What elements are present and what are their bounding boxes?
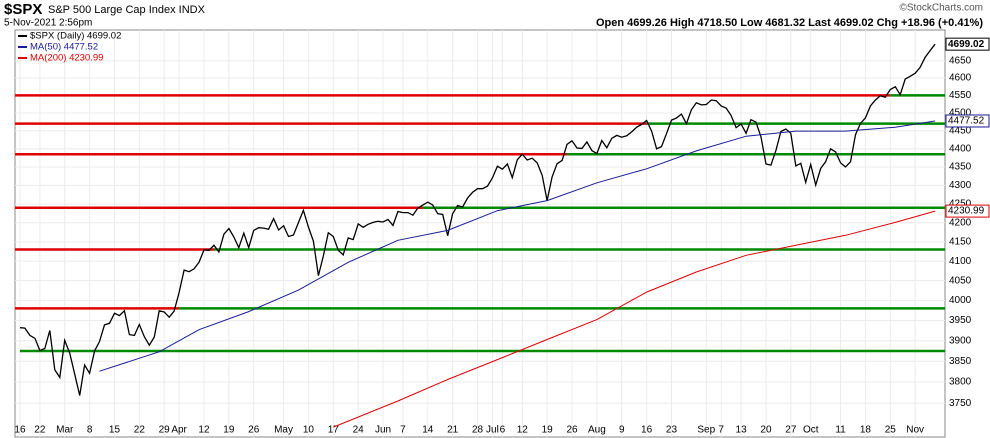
x-tick-label: 25 xyxy=(885,425,897,436)
y-tick-label: 4550 xyxy=(949,90,972,101)
x-tick-label: 11 xyxy=(835,425,846,436)
y-tick-label: 4000 xyxy=(949,295,972,306)
x-tick-label: 23 xyxy=(666,425,678,436)
x-tick-label: 16 xyxy=(14,425,26,436)
x-tick-label: 14 xyxy=(422,425,434,436)
x-tick-label: 17 xyxy=(328,425,340,436)
y-tick-label: 4650 xyxy=(949,55,972,66)
x-tick-label: 29 xyxy=(159,425,171,436)
x-tick-label: 26 xyxy=(248,425,260,436)
moving-average xyxy=(99,120,936,372)
x-tick-label: 24 xyxy=(353,425,365,436)
x-tick-label: 22 xyxy=(34,425,46,436)
quote: Open 4699.26 High 4718.50 Low 4681.32 La… xyxy=(596,17,983,29)
price-line xyxy=(19,43,936,396)
x-tick-label: Apr xyxy=(171,425,187,436)
x-tick-label: 27 xyxy=(785,425,797,436)
x-tick-label: 20 xyxy=(760,425,772,436)
x-tick-label: 10 xyxy=(303,425,315,436)
x-tick-label: 12 xyxy=(517,425,529,436)
y-tick-label: 4200 xyxy=(949,217,972,228)
y-tick-label: 3750 xyxy=(949,398,972,409)
y-tick-label: 4300 xyxy=(949,180,972,191)
y-tick-label: 4600 xyxy=(949,73,972,84)
x-tick-label: 21 xyxy=(447,425,459,436)
x-tick-label: Mar xyxy=(56,425,74,436)
credit: ©StockCharts.com xyxy=(899,3,983,14)
moving-average xyxy=(333,210,936,428)
legend-label: MA(50) 4477.52 xyxy=(30,42,98,53)
y-tick-label: 4150 xyxy=(949,236,972,247)
x-tick-label: Sep xyxy=(697,425,715,436)
legend-label: MA(200) 4230.99 xyxy=(30,53,103,64)
x-tick-label: Jun xyxy=(375,425,391,436)
y-tick-label: 3900 xyxy=(949,335,972,346)
y-tick-label: 4050 xyxy=(949,275,972,286)
chart-title: $SPX xyxy=(4,1,42,18)
x-tick-label: 7 xyxy=(718,425,724,436)
x-tick-label: Nov xyxy=(906,425,924,436)
x-tick-label: 6 xyxy=(500,425,506,436)
end-label-box xyxy=(945,204,990,218)
end-label: 4477.52 xyxy=(948,116,985,127)
y-tick-label: 3950 xyxy=(949,315,972,326)
x-tick-label: 12 xyxy=(198,425,210,436)
x-tick-label: 19 xyxy=(223,425,235,436)
x-tick-label: 7 xyxy=(400,425,406,436)
x-tick-label: Oct xyxy=(803,425,819,436)
end-label-box xyxy=(945,114,990,128)
end-label: 4699.02 xyxy=(948,39,985,50)
x-tick-label: 18 xyxy=(860,425,872,436)
x-tick-label: 19 xyxy=(542,425,554,436)
x-tick-label: 13 xyxy=(736,425,748,436)
y-tick-label: 3800 xyxy=(949,377,972,388)
x-tick-label: 15 xyxy=(109,425,121,436)
y-tick-label: 4500 xyxy=(949,108,972,119)
plot-frame xyxy=(14,29,946,438)
y-tick-label: 4100 xyxy=(949,256,972,267)
chart-subtitle: S&P 500 Large Cap Index INDX xyxy=(48,4,206,16)
y-tick-label: 3850 xyxy=(949,356,972,367)
y-tick-label: 4250 xyxy=(949,199,972,210)
x-tick-label: 28 xyxy=(472,425,484,436)
legend-label: $SPX (Daily) 4699.02 xyxy=(30,31,121,42)
x-tick-label: Aug xyxy=(588,425,606,436)
x-tick-label: May xyxy=(274,425,293,436)
x-tick-label: 22 xyxy=(134,425,146,436)
end-label: 4230.99 xyxy=(948,206,985,217)
y-tick-label: 4350 xyxy=(949,162,972,173)
x-tick-label: 16 xyxy=(641,425,653,436)
x-tick-label: Jul xyxy=(486,425,499,436)
y-tick-label: 4400 xyxy=(949,143,972,154)
chart-date: 5-Nov-2021 2:56pm xyxy=(4,18,92,29)
y-tick-label: 4450 xyxy=(949,125,972,136)
x-tick-label: 8 xyxy=(87,425,93,436)
end-label-box xyxy=(945,37,990,51)
x-tick-label: 9 xyxy=(619,425,625,436)
x-tick-label: 26 xyxy=(566,425,578,436)
